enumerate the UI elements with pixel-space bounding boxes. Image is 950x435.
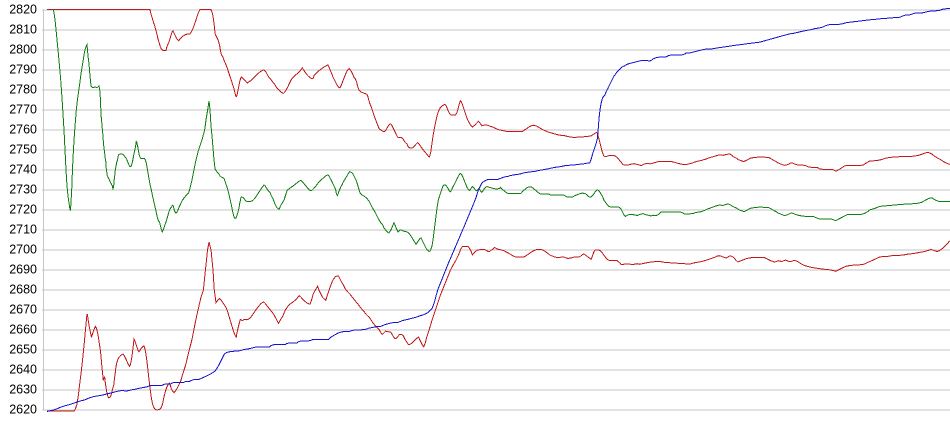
svg-text:2770: 2770 <box>9 103 37 117</box>
svg-text:2620: 2620 <box>9 403 37 417</box>
svg-text:2750: 2750 <box>9 143 37 157</box>
svg-text:2710: 2710 <box>9 223 37 237</box>
svg-text:2820: 2820 <box>9 3 37 17</box>
svg-text:2810: 2810 <box>9 23 37 37</box>
svg-text:2670: 2670 <box>9 303 37 317</box>
svg-text:2650: 2650 <box>9 343 37 357</box>
svg-text:2740: 2740 <box>9 163 37 177</box>
svg-text:2700: 2700 <box>9 243 37 257</box>
svg-text:2800: 2800 <box>9 43 37 57</box>
svg-text:2760: 2760 <box>9 123 37 137</box>
svg-text:2690: 2690 <box>9 263 37 277</box>
svg-text:2780: 2780 <box>9 83 37 97</box>
svg-text:2730: 2730 <box>9 183 37 197</box>
svg-text:2720: 2720 <box>9 203 37 217</box>
svg-text:2630: 2630 <box>9 383 37 397</box>
svg-text:2640: 2640 <box>9 363 37 377</box>
svg-text:2660: 2660 <box>9 323 37 337</box>
svg-text:2680: 2680 <box>9 283 37 297</box>
svg-text:2790: 2790 <box>9 63 37 77</box>
